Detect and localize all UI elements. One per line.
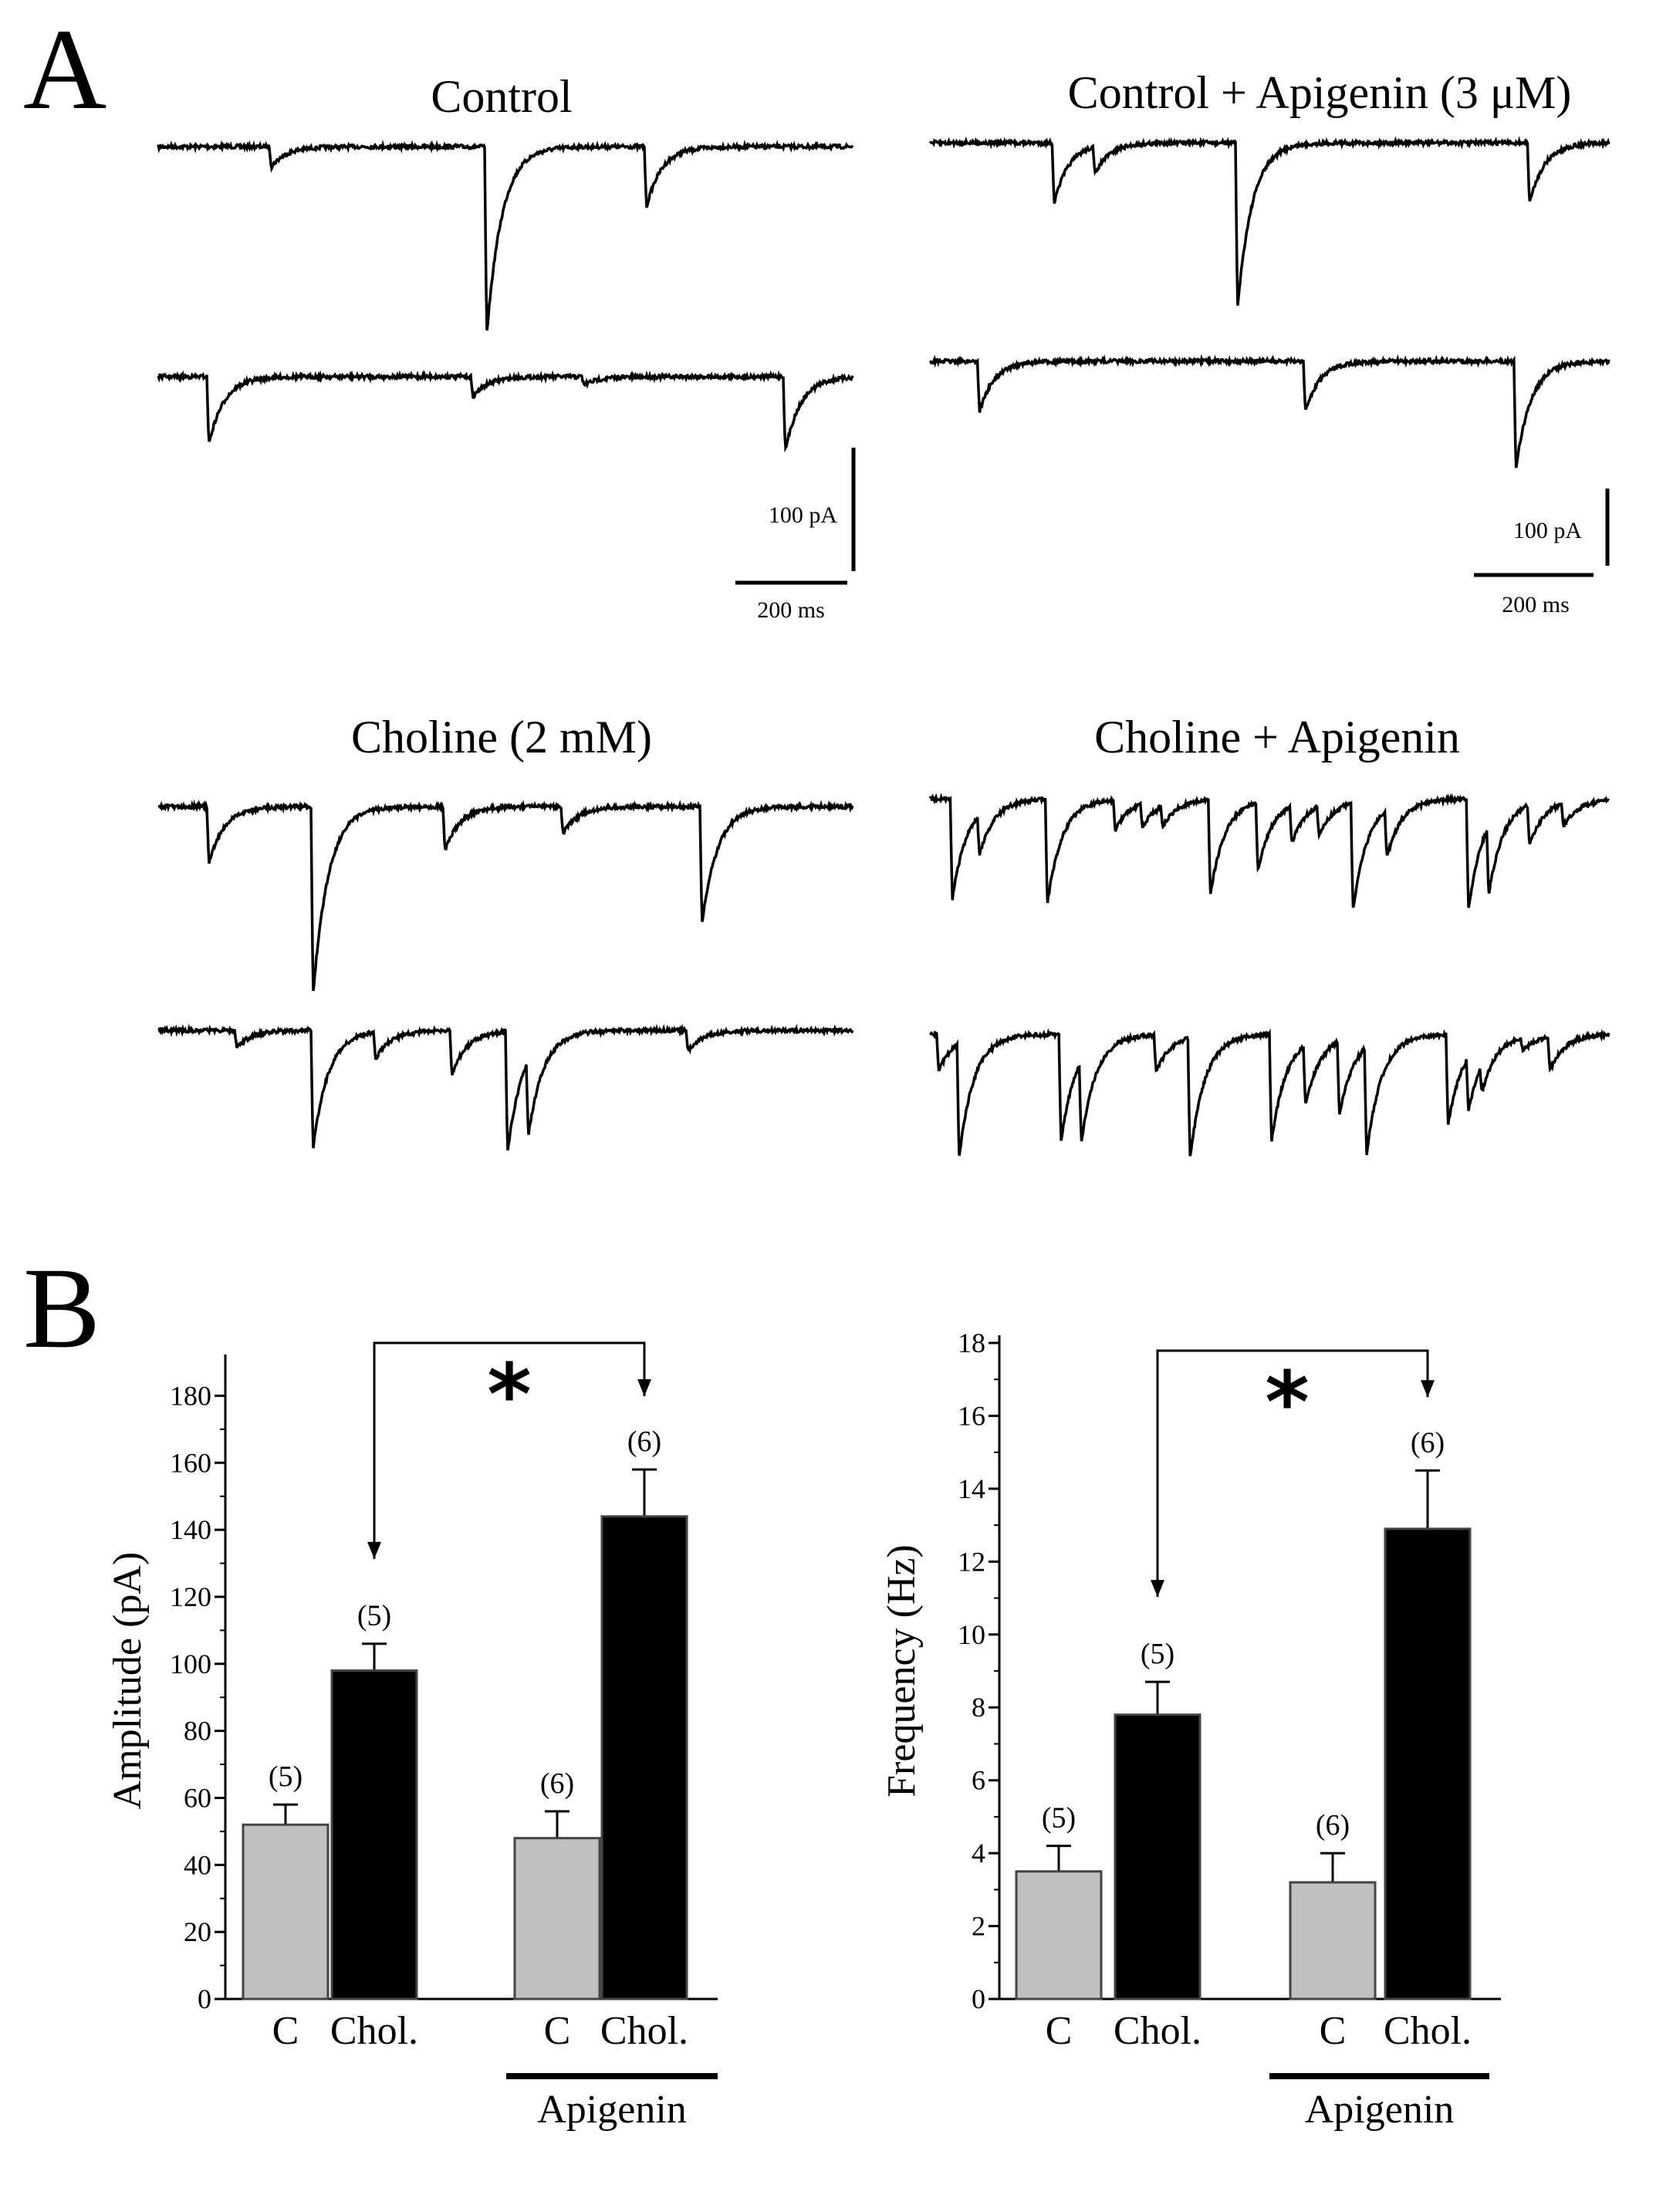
- n-label: (6): [1411, 1426, 1445, 1459]
- n-label: (5): [1042, 1802, 1076, 1835]
- bar-c-3: [513, 1837, 601, 2001]
- y-tick-label: 16: [958, 1400, 985, 1431]
- y-tick-label: 6: [972, 1765, 985, 1796]
- scale-label-current: 100 pA: [1513, 518, 1583, 543]
- trace-layer: [157, 136, 1610, 1157]
- y-tick-label: 10: [958, 1619, 985, 1650]
- trace-row-1: [157, 139, 854, 331]
- trace-title-choline-apigenin: Choline + Apigenin: [1094, 712, 1460, 763]
- bar-c-1: [242, 1823, 330, 2001]
- n-label: (5): [1141, 1638, 1174, 1670]
- arrow-head: [1421, 1380, 1435, 1398]
- bar-c-1: [1015, 1870, 1103, 2001]
- trace-control: [157, 139, 854, 453]
- y-tick-label: 12: [958, 1546, 985, 1577]
- significance-star: *: [487, 1345, 532, 1444]
- y-axis-label: Amplitude (pA): [106, 1552, 150, 1810]
- y-tick-label: 0: [198, 1984, 211, 2014]
- group-label: Apigenin: [1305, 2088, 1455, 2132]
- trace-title-control-apigenin: Control + Apigenin (3 μM): [1068, 67, 1572, 118]
- category-label: Chol.: [600, 2009, 688, 2053]
- trace-row-1: [928, 136, 1610, 306]
- trace-title-choline: Choline (2 mM): [351, 712, 652, 763]
- trace-row-2: [928, 353, 1610, 468]
- category-label: C: [1046, 2009, 1073, 2053]
- bracket-line: [373, 1341, 646, 1559]
- trace-row-2: [157, 1023, 854, 1151]
- scale-label-time: 200 ms: [1502, 592, 1570, 617]
- bar-chart-amplitude: 0 20 40 60 80 100 120 140 160 180 Amplitude (pA) (5…: [106, 1341, 718, 2132]
- y-tick-label: 80: [184, 1716, 211, 1747]
- bar-chol-2: [1114, 1713, 1202, 2001]
- y-tick-label: 40: [184, 1849, 211, 1880]
- group-label: Apigenin: [537, 2088, 687, 2132]
- y-tick-label: 160: [170, 1447, 211, 1478]
- trace-row-2: [157, 370, 854, 453]
- bar-c-3: [1289, 1881, 1377, 2001]
- n-label: (5): [357, 1600, 391, 1632]
- category-label: C: [544, 2009, 571, 2053]
- trace-row-1: [928, 793, 1610, 908]
- arrow-head: [637, 1378, 651, 1396]
- arrow-head: [367, 1541, 381, 1559]
- n-label: (6): [540, 1767, 574, 1800]
- trace-row-1: [157, 799, 854, 992]
- y-tick-label: 14: [958, 1473, 985, 1504]
- y-tick-label: 140: [170, 1514, 211, 1545]
- category-label: Chol.: [1114, 2009, 1202, 2053]
- bar-chart-frequency: 0 2 4 6 8 10 12 14 16 18 Frequency (Hz) (5) C (5) Chol…: [880, 1328, 1501, 2132]
- trace-control-apigenin: [928, 136, 1610, 468]
- trace-choline-apigenin: [928, 793, 1610, 1157]
- n-label: (6): [1316, 1809, 1350, 1842]
- bar-chol-4: [1384, 1527, 1472, 2001]
- trace-row-2: [929, 1028, 1610, 1157]
- y-tick-label: 4: [972, 1838, 985, 1869]
- n-label: (5): [269, 1760, 302, 1793]
- y-tick-label: 8: [972, 1692, 985, 1723]
- y-tick-label: 18: [958, 1328, 985, 1358]
- y-tick-label: 100: [170, 1649, 211, 1679]
- y-tick-label: 60: [184, 1782, 211, 1813]
- y-tick-label: 120: [170, 1581, 211, 1612]
- y-tick-label: 0: [972, 1984, 985, 2014]
- category-label: Chol.: [330, 2009, 418, 2053]
- y-tick-label: 20: [184, 1916, 211, 1947]
- bar-chol-4: [600, 1515, 688, 2001]
- significance-bracket: [367, 1341, 651, 1559]
- n-label: (6): [627, 1426, 661, 1458]
- y-tick-label: 180: [170, 1380, 211, 1411]
- panel-letter-b: B: [23, 1244, 100, 1372]
- category-label: C: [272, 2009, 299, 2053]
- y-tick-label: 2: [972, 1911, 985, 1942]
- scale-bar-control-apigenin: 100 pA 200 ms: [1474, 489, 1610, 617]
- scale-label-current: 100 pA: [769, 502, 838, 528]
- significance-star: *: [1265, 1353, 1310, 1452]
- bracket-line: [1156, 1349, 1429, 1598]
- trace-choline: [157, 799, 854, 1151]
- category-label: C: [1320, 2009, 1347, 2053]
- bar-chol-2: [330, 1669, 418, 2001]
- arrow-head: [1151, 1580, 1164, 1598]
- panel-letter-a: A: [23, 5, 106, 134]
- scale-bar-control: 100 pA 200 ms: [735, 448, 856, 623]
- scale-label-time: 200 ms: [757, 597, 825, 623]
- trace-title-control: Control: [431, 71, 572, 122]
- category-label: Chol.: [1384, 2009, 1472, 2053]
- y-axis-label: Frequency (Hz): [880, 1544, 924, 1798]
- significance-bracket: [1151, 1349, 1435, 1598]
